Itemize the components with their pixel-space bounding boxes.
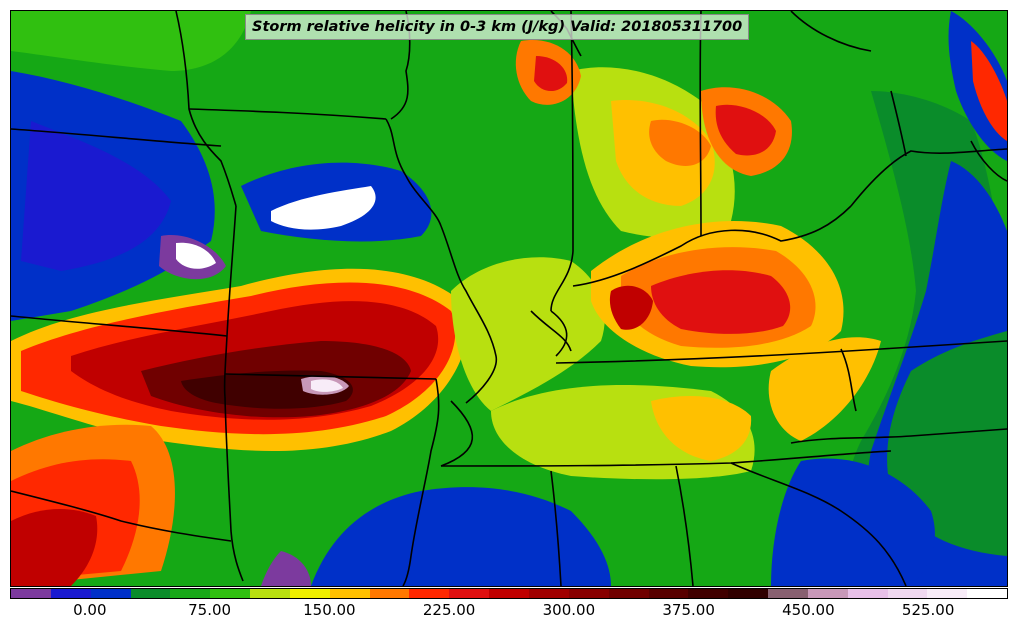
colorbar-swatch <box>130 589 171 598</box>
colorbar-tick-label: 225.00 <box>422 601 476 619</box>
colorbar-swatch <box>489 589 529 598</box>
helicity-map <box>11 11 1007 586</box>
colorbar-swatch <box>289 589 330 598</box>
colorbar-swatch <box>409 589 450 598</box>
colorbar-swatch <box>927 589 968 598</box>
colorbar-swatch <box>449 589 490 598</box>
map-title: Storm relative helicity in 0-3 km (J/kg)… <box>245 14 750 40</box>
colorbar-tick-label: 75.00 <box>188 601 232 619</box>
colorbar-swatch <box>11 589 51 598</box>
colorbar-swatch <box>568 589 609 598</box>
colorbar-swatch <box>90 589 131 598</box>
colorbar-swatch <box>50 589 91 598</box>
colorbar-swatch <box>608 589 649 598</box>
colorbar-swatch <box>807 589 848 598</box>
colorbar-swatch <box>250 589 290 598</box>
colorbar-tick-label: 525.00 <box>901 601 955 619</box>
colorbar-tick-label: 0.00 <box>73 601 107 619</box>
colorbar-swatch <box>967 589 1008 598</box>
colorbar-swatch <box>528 589 569 598</box>
colorbar-swatch <box>688 589 729 598</box>
colorbar-tick-label: 450.00 <box>782 601 835 619</box>
colorbar-swatch <box>728 589 769 598</box>
state-boundaries <box>11 11 1007 586</box>
map-plot-area <box>10 10 1008 587</box>
colorbar-swatch <box>847 589 888 598</box>
field-fills <box>11 11 1007 586</box>
colorbar-swatch <box>170 589 211 598</box>
colorbar-swatch <box>329 589 370 598</box>
colorbar-tick-label: 150.00 <box>303 601 356 619</box>
colorbar-tick-labels: 0.00 75.00 150.00 225.00 300.00 375.00 450.00 5… <box>10 601 1008 625</box>
colorbar-swatch <box>210 589 251 598</box>
colorbar-swatch <box>887 589 928 598</box>
colorbar <box>10 588 1008 599</box>
colorbar-swatch <box>768 589 808 598</box>
colorbar-tick-label: 300.00 <box>542 601 596 619</box>
colorbar-tick-label: 375.00 <box>662 601 715 619</box>
colorbar-swatch <box>369 589 410 598</box>
colorbar-swatch <box>648 589 689 598</box>
